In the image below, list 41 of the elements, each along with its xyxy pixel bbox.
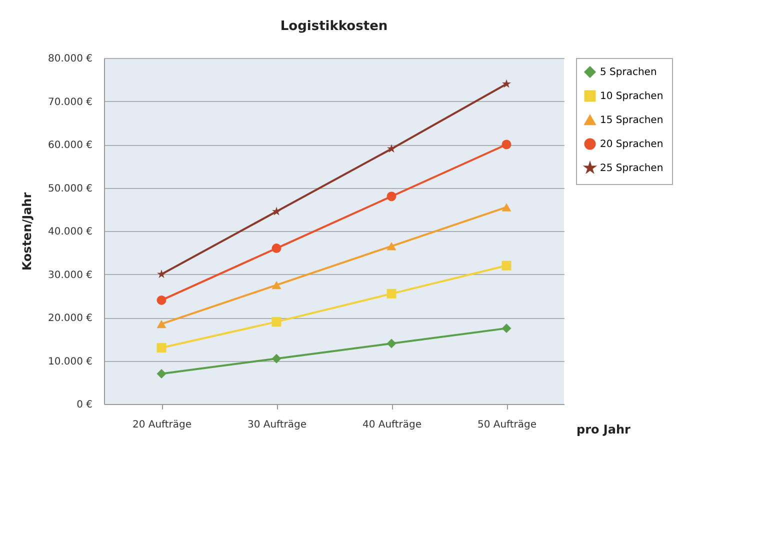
y-tick-label: 0 € — [76, 400, 92, 410]
legend-label: 10 Sprachen — [600, 91, 664, 102]
legend-label: 15 Sprachen — [600, 115, 664, 126]
point — [386, 338, 396, 348]
legend-label: 20 Sprachen — [600, 139, 664, 150]
point — [502, 79, 512, 88]
point — [502, 260, 512, 270]
x-tick-label: 40 Aufträge — [362, 420, 422, 430]
y-tick-label: 50.000 € — [48, 183, 92, 194]
point — [156, 270, 166, 278]
point — [386, 242, 396, 250]
point — [272, 206, 282, 216]
point — [502, 140, 512, 150]
point — [156, 368, 166, 378]
point — [386, 288, 396, 298]
point — [272, 354, 282, 364]
chart-title: Logistikkosten — [280, 19, 388, 34]
y-tick-label: 60.000 € — [48, 140, 92, 151]
point — [156, 295, 166, 305]
legend-label: 5 Sprachen — [600, 67, 657, 78]
point — [156, 343, 166, 353]
x-tick-label: 30 Aufträge — [247, 420, 307, 430]
x-tick-label: 20 Aufträge — [132, 420, 192, 430]
point — [272, 317, 282, 327]
point — [272, 280, 282, 290]
y-tick-label: 30.000 € — [48, 270, 92, 281]
y-tick-label: 40.000 € — [48, 226, 92, 238]
y-tick-label: 80.000 € — [48, 54, 92, 64]
point — [272, 244, 282, 254]
legend-label: 25 Sprachen — [600, 163, 664, 174]
point — [502, 203, 512, 212]
y-tick-label: 70.000 € — [48, 96, 92, 108]
point — [156, 320, 166, 328]
point — [386, 192, 396, 202]
y-axis-title: Kosten/Jahr — [20, 192, 34, 271]
y-tick-label: 10.000 € — [48, 356, 92, 368]
x-axis-title: pro Jahr — [576, 422, 631, 436]
y-tick-label: 20.000 € — [48, 313, 92, 324]
x-tick-label: 50 Aufträge — [477, 420, 537, 430]
point — [386, 144, 396, 153]
point — [502, 324, 512, 334]
